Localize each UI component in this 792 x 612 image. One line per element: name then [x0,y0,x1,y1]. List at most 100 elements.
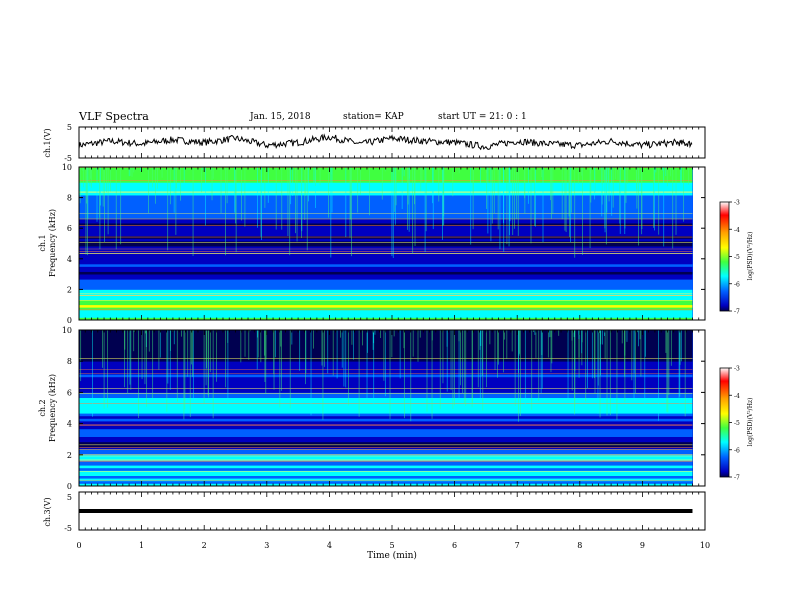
spectrogram-band [79,200,693,204]
colorbar-tick-label: -4 [734,227,740,234]
ytick-label: 8 [67,357,72,366]
xtick-label: 0 [76,541,81,550]
spectrogram-band [79,256,693,260]
spectrogram-band [79,408,693,411]
spectrogram-band [79,299,693,303]
station-label: station= KAP [343,112,404,122]
spectrogram-band [79,207,693,211]
ch2-yticks: 0 2 4 6 8 10 [62,326,705,491]
spectrogram-band [79,192,693,196]
ch2-colorbar-label: log(PSD)(V²/Hz) [747,398,754,447]
spectrogram-band [79,253,693,257]
spectrogram-band [79,475,693,479]
ytick-label: 4 [67,420,72,429]
spectrogram-band [79,202,693,206]
xtick-label: 6 [452,541,457,550]
spectrogram-band [79,462,693,466]
ch3-ylabel: ch.3(V) [43,497,52,526]
xtick-label: 9 [640,541,645,550]
ch3-ytick-bottom: -5 [64,524,72,533]
spectrogram-band [79,266,693,270]
spectrogram-band [79,263,693,267]
spectrogram-band [79,189,693,193]
spectrogram-band [79,457,693,461]
ch1-ylabel-channel: ch.1 [38,234,47,251]
ytick-label: 0 [67,482,72,491]
ch1-spectrogram-bands [79,167,693,321]
spectrogram-band [79,304,693,308]
spectrogram-band [79,410,693,414]
spectrogram-band [79,454,693,458]
xtick-label: 2 [202,541,207,550]
start-time-label: start UT = 21: 0 : 1 [438,112,527,122]
spectrogram-band [79,402,693,406]
ytick-label: 6 [67,388,72,397]
spectrogram-band [79,444,693,448]
ch1-colorbar-gradient [719,201,730,312]
spectrogram-band [79,276,693,280]
spectrogram-band [79,415,693,419]
spectrogram-band [79,281,693,285]
colorbar-tick-label: -5 [734,420,740,427]
ch3-waveform-panel: 5 -5 ch.3(V) [43,491,706,533]
spectrogram-band [79,413,693,417]
spectrogram-band [79,284,693,288]
ch3-ytick-top: 5 [67,493,72,502]
spectrogram-band [79,205,693,209]
spectrogram-band [79,431,693,435]
spectrogram-band [79,238,693,242]
spectrogram-band [79,302,693,306]
spectrogram-band [79,215,693,219]
xtick-label: 4 [327,541,332,550]
spectrogram-band [79,447,693,450]
ytick-label: 10 [62,326,72,335]
spectrogram-band [79,179,693,183]
ch1-colorbar-ticks: -3 -4 -5 -6 -7 [729,200,740,316]
spectrogram-band [79,274,693,278]
spectrogram-band [79,230,693,234]
spectrogram-band [79,169,693,173]
spectrogram-band [79,177,693,181]
ch1-colorbar-label: log(PSD)(V²/Hz) [747,232,754,281]
spectrogram-band [79,291,693,295]
spectrogram-band [79,289,693,293]
spectrogram-band [79,405,693,409]
spectrogram-band [79,286,693,290]
spectrogram-band [79,223,693,227]
spectrogram-band [79,397,693,401]
spectrogram-band [79,312,693,316]
ch1-ytick-top: 5 [67,123,72,132]
spectrogram-band [79,480,693,484]
ch2-colorbar-ticks: -3 -4 -5 -6 -7 [729,366,740,482]
ch1-spectrogram-streaks [79,167,689,258]
spectrogram-band [79,187,693,191]
ytick-label: 4 [67,255,72,264]
colorbar-tick-label: -6 [734,447,740,454]
colorbar-tick-label: -3 [734,366,740,373]
spectrogram-band [79,436,693,440]
time-axis: 0 1 2 3 4 5 6 7 8 9 10 [76,127,710,550]
spectrogram-band [79,212,693,216]
ytick-label: 6 [67,224,72,233]
spectrogram-band [79,172,693,176]
spectrogram-band [79,210,693,214]
colorbar-tick-label: -6 [734,281,740,288]
spectrogram-band [79,478,693,482]
date-label: Jan. 15, 2018 [250,112,311,122]
spectrogram-band [79,246,693,249]
spectrogram-band [79,428,693,432]
spectrogram-band [79,400,693,404]
figure-title: VLF Spectra [79,110,149,123]
spectrogram-band [79,473,693,476]
spectrogram-band [79,248,693,252]
ytick-label: 2 [67,451,72,460]
spectrogram-band [79,307,693,311]
ch2-spectrogram-panel: 0 2 4 6 8 10 ch.2 Frequency (kHz) [38,326,706,491]
colorbar-tick-label: -7 [734,475,740,482]
spectrogram-band [79,225,693,229]
spectrogram-band [79,470,693,474]
spectrogram-band [79,309,693,313]
ch2-colorbar-gradient [719,367,730,478]
ch2-colorbar: -3 -4 -5 -6 -7 log(PSD)(V²/Hz) [719,366,754,482]
